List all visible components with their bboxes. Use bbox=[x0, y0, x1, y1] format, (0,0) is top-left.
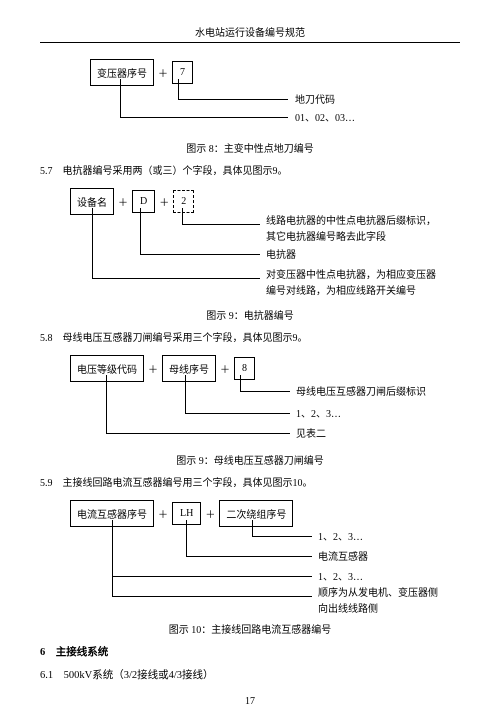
figure-10: 电流互感器序号 ＋ LH ＋ 二次绕组序号 1、2、3… 电流互感器 1、2、3… bbox=[70, 498, 460, 616]
fig9a-annot3: 对变压器中性点电抗器，为相应变压器编号对线路，为相应线路开关编号 bbox=[266, 268, 438, 300]
fig8-caption: 图示 8：主变中性点地刀编号 bbox=[40, 140, 460, 155]
fig8-annot1: 地刀代码 bbox=[295, 93, 335, 109]
plus-icon: ＋ bbox=[154, 65, 172, 80]
fig10-caption: 图示 10：主接线回路电流互感器编号 bbox=[40, 621, 460, 636]
fig8-annot2: 01、02、03… bbox=[295, 111, 355, 127]
heading-6: 6 主接线系统 bbox=[40, 644, 460, 659]
fig8-box2: 7 bbox=[172, 61, 193, 84]
fig9b-box2: 母线序号 bbox=[162, 355, 216, 382]
plus-icon: ＋ bbox=[155, 194, 173, 209]
fig10-annot4: 顺序为从发电机、变压器侧向出线线路侧 bbox=[318, 586, 438, 618]
para-5-7: 5.7 电抗器编号采用两（或三）个字段，具体见图示9。 bbox=[40, 163, 460, 180]
fig9b-annot1: 母线电压互感器刀闸后缀标识 bbox=[296, 385, 426, 401]
fig9b-caption: 图示 9：母线电压互感器刀闸编号 bbox=[40, 452, 460, 467]
fig10-box3: 二次绕组序号 bbox=[219, 500, 293, 527]
fig8-box1: 变压器序号 bbox=[90, 59, 154, 86]
heading-6-1: 6.1 500kV系统（3/2接线或4/3接线） bbox=[40, 667, 460, 682]
fig9a-annot1: 线路电抗器的中性点电抗器后缀标识，其它电抗器编号略去此字段 bbox=[266, 214, 438, 246]
plus-icon: ＋ bbox=[114, 194, 132, 209]
page: 水电站运行设备编号规范 变压器序号 ＋ 7 地刀代码 01、02、03… 图示 … bbox=[0, 0, 500, 727]
fig9b-box3: 8 bbox=[234, 357, 255, 380]
fig9b-annot3: 见表二 bbox=[296, 427, 326, 443]
plus-icon: ＋ bbox=[201, 506, 219, 521]
fig9a-box2: D bbox=[132, 190, 155, 213]
para-5-9: 5.9 主接线回路电流互感器编号用三个字段，具体见图示10。 bbox=[40, 475, 460, 492]
figure-9a: 设备名 ＋ D ＋ 2 线路电抗器的中性点电抗器后缀标识，其它电抗器编号略去此字… bbox=[70, 186, 460, 302]
para-5-8: 5.8 母线电压互感器刀闸编号采用三个字段，具体见图示9。 bbox=[40, 330, 460, 347]
fig9a-annot2: 电抗器 bbox=[266, 248, 296, 264]
doc-title: 水电站运行设备编号规范 bbox=[40, 24, 460, 43]
plus-icon: ＋ bbox=[144, 361, 162, 376]
fig10-annot2: 电流互感器 bbox=[318, 550, 368, 566]
fig9b-annot2: 1、2、3… bbox=[296, 407, 341, 423]
plus-icon: ＋ bbox=[154, 506, 172, 521]
fig10-annot1: 1、2、3… bbox=[318, 530, 363, 546]
fig9b-box1: 电压等级代码 bbox=[70, 355, 144, 382]
figure-9b: 电压等级代码 ＋ 母线序号 ＋ 8 母线电压互感器刀闸后缀标识 1、2、3… 见… bbox=[70, 353, 460, 447]
plus-icon: ＋ bbox=[216, 361, 234, 376]
page-number: 17 bbox=[40, 696, 460, 707]
figure-8: 变压器序号 ＋ 7 地刀代码 01、02、03… bbox=[90, 57, 460, 135]
fig10-annot3: 1、2、3… bbox=[318, 570, 363, 586]
fig9a-box3: 2 bbox=[173, 190, 194, 213]
fig9a-caption: 图示 9：电抗器编号 bbox=[40, 307, 460, 322]
